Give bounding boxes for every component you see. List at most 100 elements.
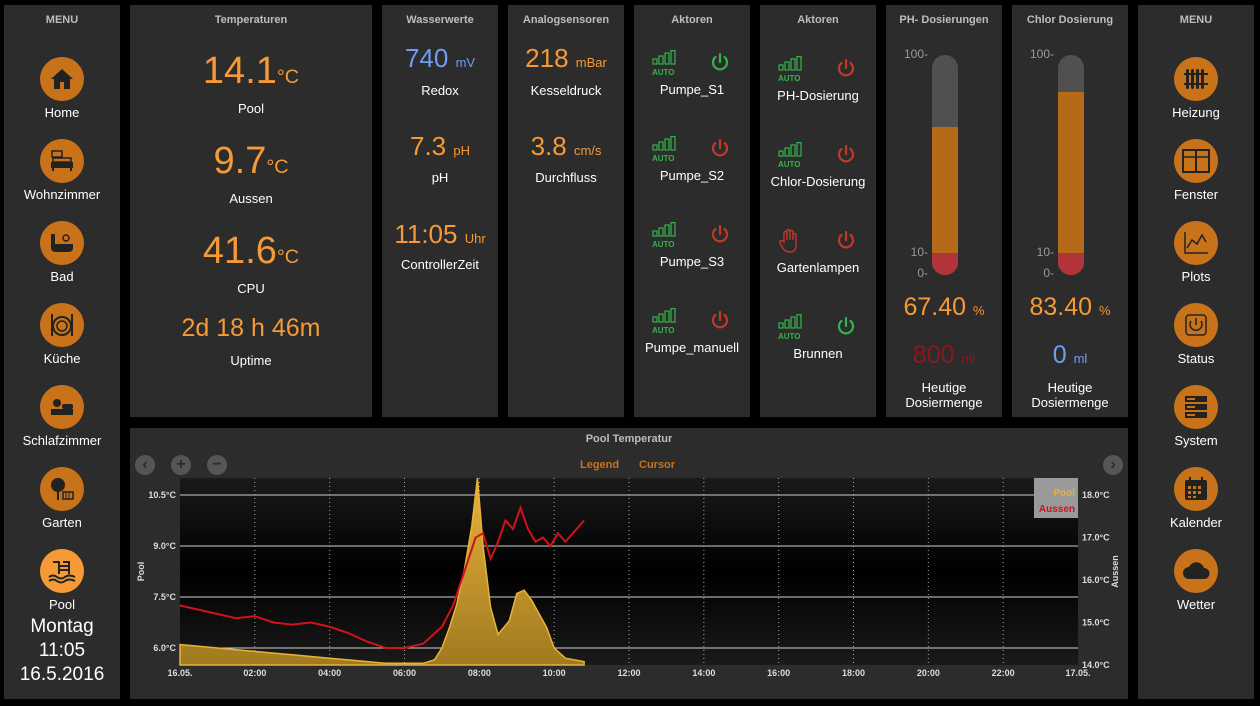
cursor-button[interactable]: Cursor <box>639 459 676 471</box>
ph-level-unit: % <box>972 303 985 318</box>
menu-item-kueche[interactable]: Küche <box>4 303 120 366</box>
controller-time-number: 11:05 <box>394 219 458 249</box>
menu-item-kalender[interactable]: Kalender <box>1138 467 1254 530</box>
x-tick-label: 20:00 <box>917 668 940 678</box>
menu-item-bad[interactable]: Bad <box>4 221 120 284</box>
menu-item-wohnzimmer[interactable]: Wohnzimmer <box>4 139 120 202</box>
ph-amount-unit: ml <box>961 351 976 366</box>
actor-label: Brunnen <box>793 346 843 361</box>
menu-item-system[interactable]: System <box>1138 385 1254 448</box>
aktoren-panel-2: Aktoren AUTO PH-Dosierung AUTO Chlor-Dosier… <box>760 5 876 417</box>
power-toggle-icon[interactable] <box>710 310 730 335</box>
back-arrow-icon[interactable]: ‹ <box>135 455 155 475</box>
y-tick-label-left: 9.0°C <box>153 541 176 551</box>
redox-value: 740 mV <box>382 43 498 74</box>
ph-amount-value: 800 ml <box>886 341 1002 370</box>
ph-label: pH <box>431 170 449 185</box>
plot-area <box>180 478 1078 665</box>
power-toggle-icon[interactable] <box>836 230 856 255</box>
redox-unit: mV <box>455 55 476 70</box>
x-tick-label: 06:00 <box>393 668 416 678</box>
auto-mode-label: AUTO <box>652 154 675 163</box>
x-tick-label: 14:00 <box>692 668 715 678</box>
ph-value: 7.3 pH <box>382 131 498 162</box>
ph-dosierung-title: PH- Dosierungen <box>899 14 989 26</box>
ph-amount-number: 800 <box>912 341 955 369</box>
menu-item-plots[interactable]: Plots <box>1138 221 1254 284</box>
power-toggle-icon[interactable] <box>836 58 856 83</box>
aktoren-2-title: Aktoren <box>797 14 839 26</box>
window-icon <box>1174 139 1218 183</box>
plot-panel: Pool Temperatur ‹ + − › Legend Cursor 6.… <box>130 428 1128 699</box>
x-tick-label: 02:00 <box>243 668 266 678</box>
menu-item-wetter[interactable]: Wetter <box>1138 549 1254 612</box>
chlor-dosierung-title: Chlor Dosierung <box>1026 14 1114 26</box>
y-axis-title-right: Aussen <box>1110 555 1120 588</box>
x-tick-label: 16.05. <box>167 668 192 678</box>
menu-item-label: Küche <box>43 351 81 366</box>
left-menu-title: MENU <box>45 14 79 26</box>
aussen-temp-number: 9.7 <box>213 140 267 182</box>
x-tick-label: 17.05. <box>1065 668 1090 678</box>
x-tick-label: 10:00 <box>543 668 566 678</box>
menu-item-garten[interactable]: Garten <box>4 467 120 530</box>
power-toggle-icon[interactable] <box>836 316 856 341</box>
ph-level-fill <box>932 126 958 275</box>
menu-item-heizung[interactable]: Heizung <box>1138 57 1254 120</box>
power-toggle-icon[interactable] <box>710 224 730 249</box>
chlor-tick-100: 100- <box>1029 47 1054 61</box>
left-menu-panel: MENU Home Wohnzimmer Bad Küche Schlafzim… <box>4 5 120 699</box>
menu-item-status[interactable]: Status <box>1138 303 1254 366</box>
auto-mode-icon[interactable]: AUTO <box>652 308 680 335</box>
auto-mode-icon[interactable]: AUTO <box>778 142 806 169</box>
menu-item-fenster[interactable]: Fenster <box>1138 139 1254 202</box>
menu-item-label: Schlafzimmer <box>22 433 102 448</box>
chlor-level-fill <box>1058 91 1084 275</box>
zoom-in-icon[interactable]: + <box>171 455 191 475</box>
auto-mode-label: AUTO <box>778 160 801 169</box>
legend-button[interactable]: Legend <box>580 459 620 471</box>
menu-item-home[interactable]: Home <box>4 57 120 120</box>
power-toggle-icon[interactable] <box>836 144 856 169</box>
chlor-level-tube <box>1058 55 1084 275</box>
y-axis-title-left: Pool <box>136 562 146 582</box>
power-toggle-icon[interactable] <box>710 138 730 163</box>
pool-icon <box>40 549 84 593</box>
x-tick-label: 18:00 <box>842 668 865 678</box>
y-tick-label-right: 17.0°C <box>1082 533 1110 543</box>
bath-icon <box>40 221 84 265</box>
auto-mode-icon[interactable]: AUTO <box>778 314 806 341</box>
ph-level-number: 67.40 <box>903 293 967 321</box>
menu-item-schlafzimmer[interactable]: Schlafzimmer <box>4 385 120 448</box>
cloud-icon <box>1174 549 1218 593</box>
power-toggle-icon[interactable] <box>710 52 730 77</box>
menu-item-pool[interactable]: Pool <box>4 549 120 612</box>
redox-label: Redox <box>421 83 459 98</box>
auto-mode-icon[interactable]: AUTO <box>652 50 680 77</box>
chlor-level-bottom <box>1058 253 1084 275</box>
menu-item-label: Fenster <box>1173 187 1219 202</box>
forward-arrow-icon[interactable]: › <box>1103 455 1123 475</box>
chlor-dosierung-panel: Chlor Dosierung 100- 10- 0- 83.40 % 0 ml… <box>1012 5 1128 417</box>
zoom-out-icon[interactable]: − <box>207 455 227 475</box>
chlor-amount-number: 0 <box>1052 341 1067 369</box>
pool-temperature-chart: 6.0°C 7.5°C 9.0°C 10.5°C 14.0°C 15.0°C 16.0°C 1… <box>136 477 1120 678</box>
manual-hand-icon[interactable] <box>778 228 802 259</box>
auto-mode-icon[interactable]: AUTO <box>652 136 680 163</box>
auto-mode-icon[interactable]: AUTO <box>652 222 680 249</box>
chlor-amount-label-2: Dosiermenge <box>1031 395 1109 410</box>
series-pool-area <box>179 477 585 666</box>
kesseldruck-label: Kesseldruck <box>530 83 602 98</box>
durchfluss-value: 3.8 cm/s <box>508 131 624 162</box>
day-label: Montag <box>30 616 94 637</box>
menu-item-label: Heizung <box>1172 105 1220 120</box>
ph-tick-10: 10- <box>910 245 928 259</box>
analogsensoren-panel: Analogsensoren 218 mBar Kesseldruck 3.8 … <box>508 5 624 417</box>
ph-level-value: 67.40 % <box>886 293 1002 322</box>
analogsensoren-title: Analogsensoren <box>522 14 610 26</box>
actor-label: Pumpe_S3 <box>659 254 725 269</box>
temperaturen-panel: Temperaturen 14.1°C Pool 9.7°C Aussen 41… <box>130 5 372 417</box>
auto-mode-icon[interactable]: AUTO <box>778 56 806 83</box>
menu-item-label: Wetter <box>1176 597 1216 612</box>
uptime-label: Uptime <box>230 353 272 368</box>
